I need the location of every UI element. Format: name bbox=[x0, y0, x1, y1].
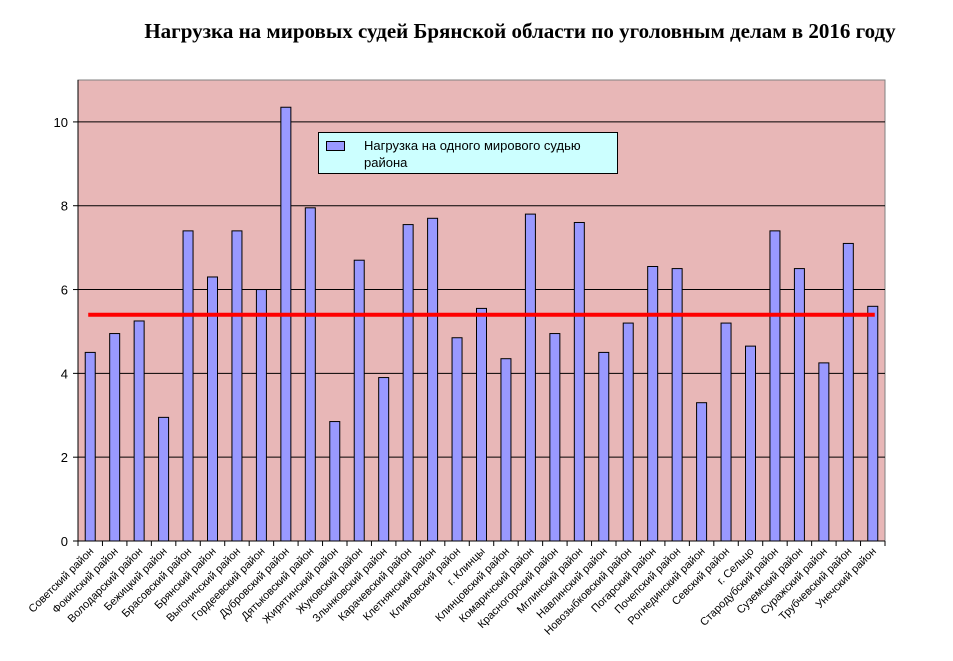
bar bbox=[818, 362, 830, 542]
bar bbox=[769, 230, 781, 542]
bar bbox=[647, 265, 659, 542]
bar bbox=[696, 402, 708, 542]
bar bbox=[427, 217, 439, 542]
chart-title: Нагрузка на мировых судей Брянской облас… bbox=[144, 19, 896, 43]
bar bbox=[451, 337, 463, 542]
bar bbox=[573, 221, 585, 542]
y-tick-label: 10 bbox=[54, 115, 68, 130]
bar bbox=[378, 377, 390, 542]
bar bbox=[476, 307, 487, 542]
bar bbox=[720, 322, 732, 542]
bar bbox=[524, 213, 536, 542]
bar bbox=[598, 351, 610, 542]
bar bbox=[329, 421, 341, 542]
y-tick-label: 6 bbox=[61, 283, 68, 298]
bars bbox=[84, 106, 879, 542]
bar bbox=[255, 289, 267, 542]
bar bbox=[402, 224, 414, 542]
bar bbox=[842, 242, 854, 542]
bar bbox=[867, 305, 879, 542]
bar bbox=[745, 345, 756, 542]
bar bbox=[84, 351, 96, 542]
y-tick-label: 4 bbox=[61, 366, 68, 381]
y-tick-label: 0 bbox=[61, 534, 68, 549]
bar bbox=[622, 322, 634, 542]
bar bbox=[280, 106, 292, 542]
legend-label: Нагрузка на одного мирового судью района bbox=[364, 138, 581, 170]
bar bbox=[133, 320, 145, 542]
bar bbox=[353, 259, 365, 542]
legend: Нагрузка на одного мирового судью района bbox=[318, 132, 618, 174]
bar bbox=[231, 230, 243, 542]
y-tick-label: 8 bbox=[61, 199, 68, 214]
bar bbox=[158, 416, 170, 542]
y-axis: 0 2 4 6 8 10 bbox=[54, 80, 79, 549]
bar bbox=[793, 268, 805, 542]
y-tick-label: 2 bbox=[61, 450, 68, 465]
bar bbox=[500, 358, 512, 542]
legend-swatch bbox=[326, 141, 345, 151]
bar bbox=[109, 333, 121, 542]
bar bbox=[304, 207, 316, 542]
bar bbox=[549, 333, 561, 542]
bar bbox=[182, 230, 194, 542]
bar bbox=[671, 268, 683, 542]
